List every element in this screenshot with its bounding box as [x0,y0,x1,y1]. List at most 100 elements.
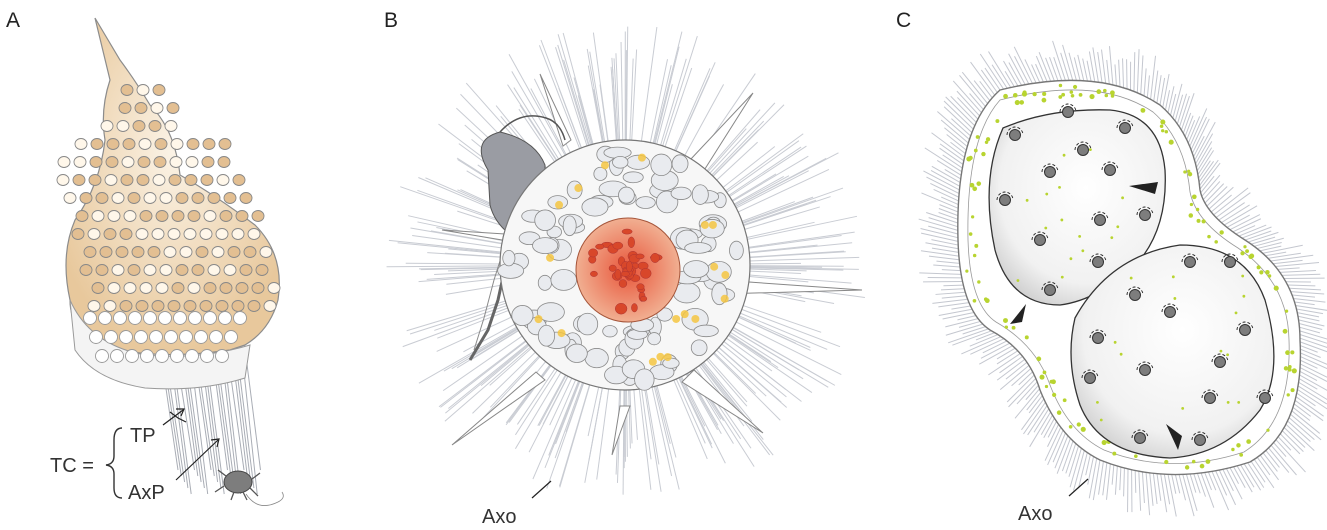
axopodium [712,346,767,397]
axopodium [682,84,725,160]
symbiont-dot [1226,353,1230,357]
pore [203,210,217,222]
axopodium [660,35,698,151]
axopodium [1291,410,1321,434]
axopodium [945,323,983,336]
axopodium [936,260,960,264]
axopodium [930,169,961,187]
axopodium [707,120,765,179]
axopodium [599,84,610,147]
axopodium [1171,474,1177,494]
pore [188,311,202,325]
axopodium [1087,456,1095,485]
axopodium [518,108,558,167]
axopodium [1202,181,1221,201]
axopodium [1068,445,1079,477]
mesh-cell [647,332,662,346]
axopodium [544,376,582,469]
mesh-cell [729,240,744,261]
pore [74,138,88,150]
axopodium [988,51,1012,88]
symbiont-dot [1011,325,1016,330]
axopodium [644,383,660,465]
axopodium [734,313,811,348]
axopodium [1199,162,1221,190]
axopodium [932,298,968,304]
axopodium [1201,174,1221,197]
pore [120,174,134,186]
axopodium [718,146,776,191]
axopodium [1232,218,1262,233]
axopodium [988,353,1021,376]
symbiont-dot [1226,401,1230,404]
symbiont-dot [1140,107,1146,113]
pore [219,282,233,294]
symbiont-dot [972,298,977,303]
shell-meshwork [497,145,744,391]
axopodium [1215,192,1251,218]
axopodium [742,215,858,241]
axopodium [671,375,708,460]
axopodium [948,328,989,344]
axopodium [1152,473,1158,505]
mite-prey-icon [214,469,284,506]
pore [113,311,127,325]
symbiont-dot [1256,265,1261,270]
axopodium [633,384,638,440]
symbiont-dot [1288,365,1292,369]
panel-c: C Axo [896,9,1327,525]
symbiont-dot [1112,451,1117,456]
pore [134,330,148,344]
axopodium [1182,474,1195,517]
pore [218,138,232,150]
axopodium [508,361,555,423]
axopodium [944,127,968,147]
pore [215,349,229,363]
axopodium [938,302,970,308]
nuclear-membrane [1201,389,1219,399]
axopodium [1088,458,1098,499]
nucleus [1239,324,1251,336]
axopodium [1024,59,1037,84]
mesh-cell [622,171,644,184]
nuclear-membrane [1101,161,1119,171]
axopodium [970,61,996,96]
pore [116,120,130,132]
axopodium [554,377,585,459]
pore [200,174,214,186]
pore [203,311,217,325]
nucleus [1119,122,1131,134]
mesh-cell [593,166,608,181]
nucleus [999,194,1011,206]
pore [224,330,238,344]
axopodium [513,87,562,164]
mesh-cell [634,368,655,391]
pore [89,156,103,168]
axopodium [1293,297,1326,303]
pore [89,330,103,344]
axopodium [1193,473,1201,494]
pore [151,228,165,240]
pore [185,349,199,363]
axopodium [1065,443,1077,474]
nuclear-membrane [1074,141,1092,151]
axopodium [939,204,959,213]
axopodium [710,348,757,394]
mesh-cell [618,186,635,204]
axopodium [443,325,522,372]
pore [135,228,149,240]
axopodium [508,54,568,160]
axopodium [1073,450,1085,491]
mesh-cell [502,249,516,267]
pore [154,138,168,150]
nuclear-membrane [1161,303,1179,313]
axopodium [1262,452,1278,472]
granule [700,220,709,229]
pore [137,156,151,168]
axopodium [736,307,841,348]
mesh-cell [532,237,559,255]
axopodium [938,208,959,217]
panel-letter-a: A [6,9,20,32]
capsule-pore [631,303,638,313]
axopodium [944,169,961,180]
